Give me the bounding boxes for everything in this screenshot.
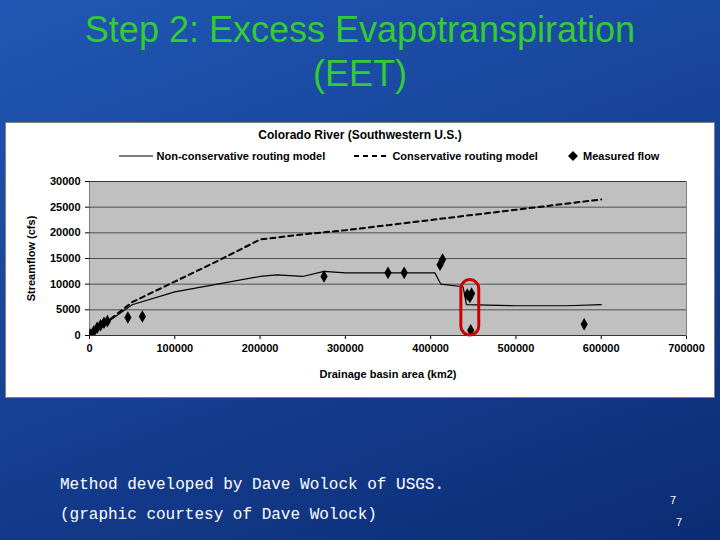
svg-text:500000: 500000 [498, 342, 535, 354]
svg-text:20000: 20000 [50, 226, 81, 238]
svg-text:200000: 200000 [242, 342, 279, 354]
svg-text:10000: 10000 [50, 278, 81, 290]
svg-text:15000: 15000 [50, 252, 81, 264]
html-text:Colorado River (Southwestern U: Colorado River (Southwestern U.S.) [258, 128, 462, 142]
html-text:Conservative routing model: Conservative routing model [392, 150, 538, 162]
html-text:Method developed by Dave Woloc: Method developed by Dave Wolock of USGS. [60, 476, 445, 494]
html-text:Measured flow: Measured flow [583, 150, 660, 162]
html-text:(graphic courtesy of Dave Wolo: (graphic courtesy of Dave Wolock) [60, 506, 377, 524]
svg-text:400000: 400000 [412, 342, 449, 354]
svg-text:100000: 100000 [156, 342, 193, 354]
svg-text:300000: 300000 [327, 342, 364, 354]
html-text:(EET): (EET) [313, 53, 407, 94]
svg-text:700000: 700000 [668, 342, 705, 354]
svg-text:5000: 5000 [56, 303, 80, 315]
html-text:7: 7 [670, 494, 677, 506]
svg-text:0: 0 [86, 342, 92, 354]
html-text:Step 2: Excess Evapotranspirat: Step 2: Excess Evapotranspiration [84, 9, 636, 50]
svg-text:Streamflow (cfs): Streamflow (cfs) [25, 215, 37, 301]
svg-text:30000: 30000 [50, 175, 81, 187]
svg-text:25000: 25000 [50, 201, 81, 213]
svg-text:600000: 600000 [583, 342, 620, 354]
svg-text:Drainage basin area (km2): Drainage basin area (km2) [320, 368, 457, 380]
svg-text:0: 0 [74, 329, 80, 341]
html-text:Non-conservative routing model: Non-conservative routing model [156, 150, 326, 162]
html-text:7: 7 [676, 516, 683, 528]
